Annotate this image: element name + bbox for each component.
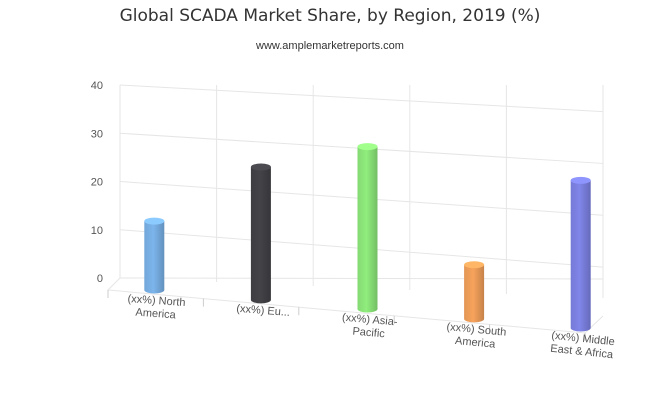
bar-body: [570, 180, 591, 332]
bar-top: [357, 143, 378, 151]
chart-subtitle: www.amplemarketreports.com: [256, 40, 404, 52]
bar-0[interactable]: [144, 217, 165, 294]
bar-4[interactable]: [570, 176, 591, 332]
category-label-line: (xx%) Asia-: [342, 312, 399, 329]
y-tick-label: 10: [91, 225, 103, 237]
y-tick-label: 0: [97, 273, 103, 285]
bar-1[interactable]: [250, 163, 271, 304]
category-label-line: America: [135, 307, 177, 322]
bar-top: [250, 163, 271, 171]
bar-2[interactable]: [357, 143, 378, 313]
bar-top: [570, 176, 591, 184]
y-tick-label: 30: [91, 128, 103, 140]
grid-line-horizontal: [119, 84, 604, 113]
category-label: (xx%) Asia-Pacific: [342, 312, 399, 341]
y-axis-ticks: 0 10 20 30 40: [91, 80, 103, 285]
bar-body: [144, 221, 165, 294]
y-tick-label: 20: [91, 177, 103, 189]
bar-top: [464, 261, 485, 269]
bar-body: [464, 264, 485, 323]
bar-layer: [144, 143, 591, 332]
floor-outline: [106, 277, 604, 334]
category-label-line: America: [454, 335, 496, 351]
category-label: (xx%) Eu...: [236, 303, 291, 319]
category-label-line: Pacific: [352, 326, 386, 341]
bar-3[interactable]: [464, 261, 485, 323]
category-label-line: (xx%) Eu...: [236, 303, 291, 319]
bar-body: [250, 166, 271, 304]
bar-body: [357, 146, 378, 313]
category-label-line: (xx%) North: [127, 293, 186, 309]
chart-title: Global SCADA Market Share, by Region, 20…: [119, 6, 541, 26]
category-label-line: (xx%) South: [446, 321, 507, 339]
bar-top: [144, 217, 165, 225]
y-tick-label: 40: [91, 80, 103, 92]
